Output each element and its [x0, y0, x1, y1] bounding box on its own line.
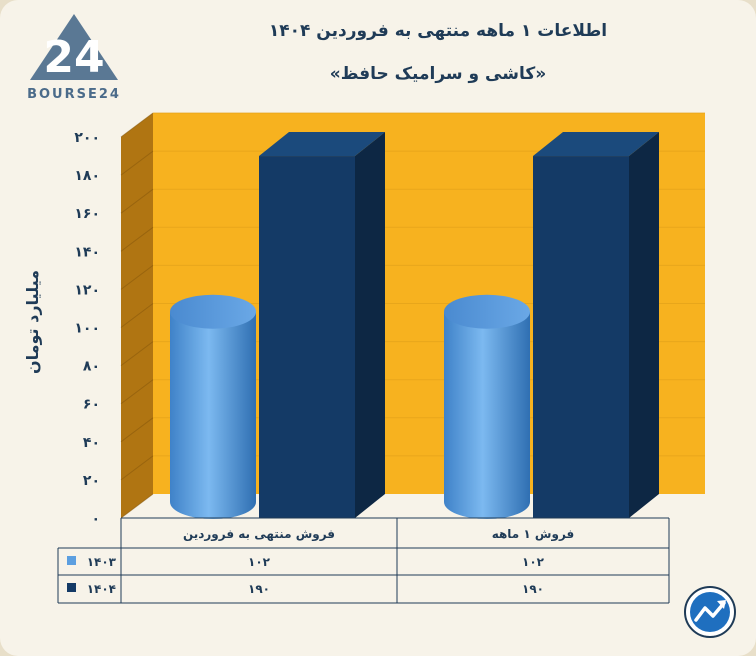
y-tick-label: ۱۰۰: [74, 321, 100, 337]
y-tick-label: ۱۴۰: [74, 244, 100, 260]
gridline: [120, 264, 154, 290]
category-label: فروش منتهی به فروردین: [183, 527, 335, 542]
y-tick-label: ۱۶۰: [74, 206, 100, 222]
bar-front: [259, 156, 355, 519]
chart-title: اطلاعات ۱ ماهه منتهی به فروردین ۱۴۰۴: [269, 21, 607, 41]
bar-1403: [170, 294, 256, 519]
gridline: [120, 417, 154, 443]
gridline: [120, 150, 154, 176]
gridline: [120, 493, 154, 519]
bar-1404: [259, 132, 385, 519]
logo-triangle-icon: [30, 14, 118, 80]
legend-label-1403: ۱۴۰۳: [87, 555, 117, 569]
bar-top: [533, 132, 659, 157]
logo-text: BOURSE24: [27, 87, 121, 102]
trend-badge-icon: [684, 586, 736, 638]
gridline: [120, 112, 154, 138]
logo-mark: 24: [43, 32, 104, 83]
y-axis-label: میلیارد تومان: [23, 270, 42, 374]
gridline: [120, 303, 154, 328]
y-tick-label: ۱۲۰: [74, 282, 100, 298]
gridline: [120, 379, 154, 405]
bar-top: [259, 132, 385, 157]
gridline: [120, 455, 154, 481]
bar-1403: [444, 294, 530, 519]
chart-subtitle: «کاشی و سرامیک حافظ»: [330, 64, 546, 84]
bar-top: [170, 294, 256, 329]
table-cell: ۱۹۰: [248, 582, 270, 596]
y-tick-label: ۲۰۰: [74, 130, 100, 146]
legend-swatch-1403: [67, 556, 76, 565]
category-label: فروش ۱ ماهه: [492, 527, 575, 542]
table-cell: ۱۰۲: [248, 555, 271, 569]
y-axis-ticks: ۰ ۲۰ ۴۰ ۶۰ ۸۰ ۱۰۰ ۱۲۰ ۱۴۰ ۱۶۰ ۱۸۰ ۲۰۰: [74, 130, 100, 527]
y-tick-label: ۸۰: [83, 359, 100, 375]
gridline: [120, 226, 154, 252]
legend-swatch-1404: [67, 583, 76, 592]
brand-logo: 24 BOURSE24: [27, 14, 121, 102]
y-tick-label: ۰: [91, 511, 100, 527]
gridline: [120, 341, 154, 367]
y-tick-label: ۲۰: [83, 473, 100, 489]
y-tick-label: ۱۸۰: [74, 168, 100, 184]
gridline: [120, 188, 154, 214]
bar-side: [355, 132, 385, 519]
bars: [170, 132, 659, 519]
table-cell: ۱۰۲: [522, 555, 545, 569]
data-table: فروش منتهی به فروردین فروش ۱ ماهه ۱۴۰۳ ۱…: [57, 517, 670, 604]
y-tick-label: ۶۰: [83, 397, 100, 413]
bar-top: [444, 294, 530, 329]
bar-front: [533, 156, 629, 519]
y-tick-label: ۴۰: [83, 435, 100, 451]
bar-body: [170, 311, 256, 519]
bar-1404: [533, 132, 659, 519]
table-cell: ۱۹۰: [522, 582, 544, 596]
bar-side: [629, 132, 659, 519]
legend-label-1404: ۱۴۰۴: [87, 582, 116, 596]
bar-body: [444, 311, 530, 519]
